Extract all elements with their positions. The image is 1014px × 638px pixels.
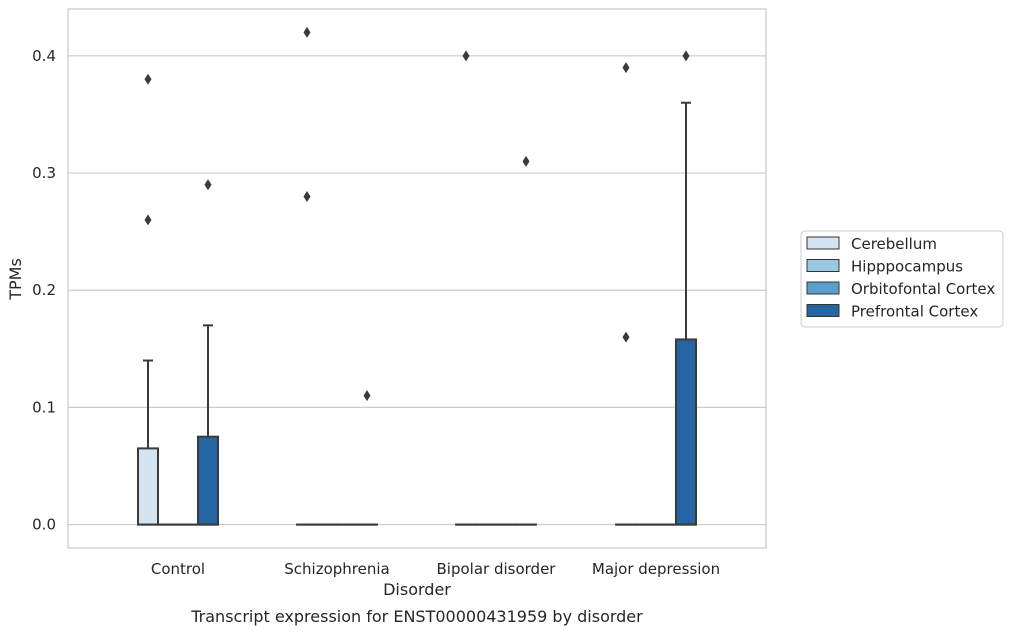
box-body — [676, 339, 696, 524]
x-axis-label: Disorder — [383, 580, 451, 599]
x-tick-label: Schizophrenia — [284, 560, 389, 578]
outlier-point — [523, 156, 530, 167]
x-tick-label: Bipolar disorder — [437, 560, 557, 578]
y-tick-label: 0.2 — [32, 281, 56, 299]
box-body — [198, 437, 218, 525]
outlier-point — [304, 191, 311, 202]
chart-caption: Transcript expression for ENST0000043195… — [190, 607, 643, 626]
legend-swatch — [807, 260, 839, 272]
y-tick-label: 0.3 — [32, 164, 56, 182]
plot-frame — [68, 9, 766, 548]
box-prefrontal-cortex — [198, 325, 218, 524]
outlier-point — [623, 332, 630, 343]
x-tick-labels: Control Schizophrenia Bipolar disorder Majo… — [151, 560, 720, 578]
boxes — [138, 103, 696, 525]
outlier-point — [205, 179, 212, 190]
legend-label: Hipppocampus — [851, 258, 963, 276]
legend-swatch — [807, 282, 839, 294]
outlier-point — [304, 27, 311, 38]
y-tick-label: 0.0 — [32, 516, 56, 534]
legend-swatch — [807, 237, 839, 249]
outlier-point — [145, 74, 152, 85]
y-tick-labels: 0.0 0.1 0.2 0.3 0.4 — [32, 47, 56, 534]
legend: Cerebellum Hipppocampus Orbitofontal Corte… — [801, 231, 1003, 327]
box-cerebellum — [138, 361, 158, 525]
y-axis-label: TPMs — [6, 258, 25, 301]
outlier-point — [623, 62, 630, 73]
legend-label: Cerebellum — [851, 235, 937, 253]
legend-label: Prefrontal Cortex — [851, 303, 978, 321]
x-tick-label: Major depression — [592, 560, 720, 578]
outlier-point — [145, 214, 152, 225]
x-tick-label: Control — [151, 560, 205, 578]
grid-lines — [68, 56, 766, 525]
outlier-point — [683, 50, 690, 61]
outlier-point — [463, 50, 470, 61]
legend-label: Orbitofontal Cortex — [851, 280, 995, 298]
outlier-point — [364, 390, 371, 401]
legend-swatch — [807, 305, 839, 317]
y-tick-label: 0.1 — [32, 398, 56, 416]
box-prefrontal-cortex — [676, 103, 696, 525]
box-body — [138, 448, 158, 524]
outliers — [145, 27, 690, 401]
y-tick-label: 0.4 — [32, 47, 56, 65]
